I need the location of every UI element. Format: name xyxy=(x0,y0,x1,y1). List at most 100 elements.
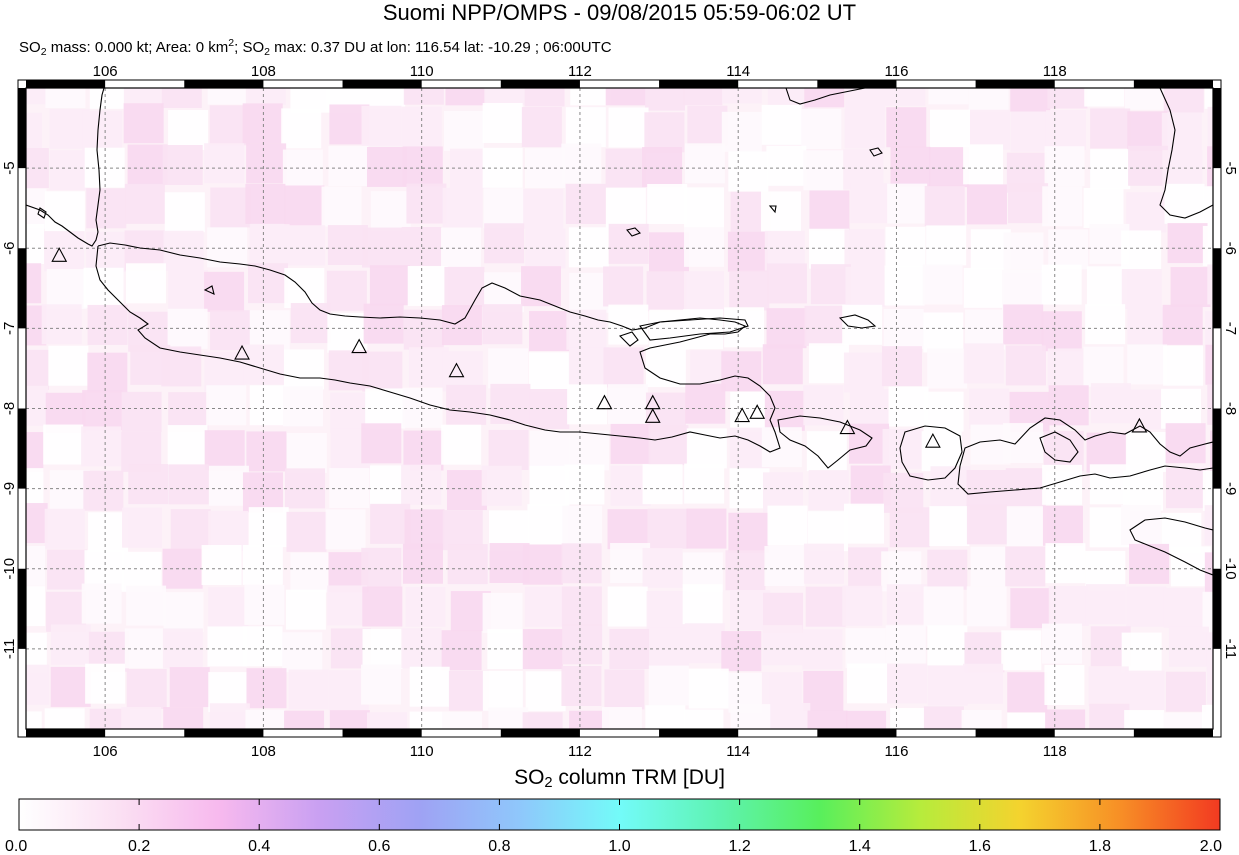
so2-pixel xyxy=(762,625,803,666)
so2-pixel xyxy=(26,305,47,346)
frame-top-bar xyxy=(1133,80,1213,88)
so2-pixel xyxy=(45,88,86,109)
so2-pixel xyxy=(649,309,690,350)
so2-pixel xyxy=(1206,632,1213,673)
so2-pixel xyxy=(730,704,771,729)
so2-pixel xyxy=(721,111,762,152)
so2-pixel xyxy=(448,670,489,711)
so2-pixel xyxy=(401,464,442,505)
so2-pixel xyxy=(26,88,47,105)
so2-pixel xyxy=(44,708,85,729)
so2-pixel xyxy=(963,343,1004,384)
so2-pixel xyxy=(803,543,844,584)
so2-pixel xyxy=(1163,88,1204,113)
so2-pixel xyxy=(529,311,570,352)
so2-pixel xyxy=(1001,630,1042,671)
so2-pixel xyxy=(403,430,444,471)
so2-subscript-2: 2 xyxy=(264,46,270,58)
so2-pixel xyxy=(123,103,164,144)
so2-pixel xyxy=(883,308,924,349)
so2-pixel xyxy=(929,147,970,188)
lon-tick-label-bottom: 116 xyxy=(885,743,909,760)
so2-pixel xyxy=(524,88,565,107)
so2-pixel xyxy=(207,227,248,268)
so2-pixel xyxy=(288,669,329,710)
so2-pixel xyxy=(646,271,687,312)
so2-pixel xyxy=(366,712,407,729)
lat-tick-label-left: -7 xyxy=(1,322,18,335)
so2-pixel xyxy=(321,186,362,227)
so2-pixel xyxy=(1204,505,1213,546)
so2-pixel xyxy=(521,266,562,307)
so2-pixel xyxy=(803,385,844,426)
so2-pixel xyxy=(83,470,124,511)
so2-pixel xyxy=(442,351,483,392)
so2-pixel xyxy=(522,712,563,729)
so2-pixel xyxy=(608,107,649,148)
so2-pixel xyxy=(442,510,483,551)
area-superscript: 2 xyxy=(228,37,235,49)
so2-pixel xyxy=(1006,506,1047,547)
so2-pixel xyxy=(86,231,127,272)
so2-pixel xyxy=(923,706,964,729)
so2-pixel xyxy=(82,390,123,431)
so2-pixel xyxy=(927,549,968,590)
so2-pixel xyxy=(805,586,846,627)
so2-pixel xyxy=(1127,344,1168,385)
so2-pixel xyxy=(1124,88,1165,110)
lon-tick-label-top: 116 xyxy=(885,63,909,80)
so2-pixel xyxy=(128,464,169,505)
so2-pixel xyxy=(684,463,725,504)
so2-pixel xyxy=(1161,112,1202,153)
so2-pixel xyxy=(1048,385,1089,426)
so2-pixel xyxy=(804,88,845,108)
so2-pixel xyxy=(81,426,122,467)
so2-pixel xyxy=(82,110,123,151)
so2-pixel xyxy=(441,227,482,268)
so2-max-text: max: 0.37 DU at lon: 116.54 lat: -10.29 … xyxy=(269,39,612,56)
so2-pixel xyxy=(842,585,883,626)
so2-pixel xyxy=(1126,586,1167,627)
so2-pixel xyxy=(361,105,402,146)
so2-pixel xyxy=(402,146,443,187)
so2-pixel xyxy=(808,343,849,384)
so2-pixel xyxy=(1205,344,1213,385)
colorbar-tick-label: 0.0 xyxy=(5,838,27,855)
so2-pixel xyxy=(441,424,482,465)
so2-pixel xyxy=(883,472,924,513)
colorbar-tick-label: 1.8 xyxy=(1089,838,1111,855)
so2-pixel xyxy=(684,187,725,228)
so2-pixel xyxy=(209,703,250,729)
so2-pixel xyxy=(1202,225,1213,266)
lat-tick-label-left: -9 xyxy=(1,482,18,495)
so2-pixel xyxy=(441,630,482,671)
so2-pixel xyxy=(688,668,729,709)
so2-pixel xyxy=(1003,423,1044,464)
so2-pixel xyxy=(328,350,369,391)
so2-pixel xyxy=(1165,423,1206,464)
so2-pixel xyxy=(966,184,1007,225)
so2-pixel xyxy=(361,547,402,588)
so2-pixel xyxy=(923,312,964,353)
so2-pixel xyxy=(565,107,606,148)
so2-pixel xyxy=(682,584,723,625)
so2-pixel xyxy=(208,465,249,506)
so2-pixel xyxy=(245,183,286,224)
so2-pixel xyxy=(970,546,1011,587)
so2-pixel xyxy=(26,503,48,544)
so2-pixel xyxy=(1042,186,1083,227)
so2-pixel xyxy=(885,625,926,666)
so2-pixel xyxy=(961,709,1002,729)
so2-pixel xyxy=(1163,587,1204,628)
colorbar-tick-label: 0.8 xyxy=(488,838,510,855)
so2-pixel xyxy=(966,586,1007,627)
so2-pixel xyxy=(1210,430,1213,471)
lat-tick-label-left: -11 xyxy=(1,639,18,660)
so2-pixel xyxy=(1002,269,1043,310)
lon-tick-label-bottom: 108 xyxy=(251,743,276,760)
frame-top-bar xyxy=(500,80,580,88)
so2-pixel xyxy=(362,586,403,627)
so2-pixel xyxy=(442,187,483,228)
lat-tick-label-right: -10 xyxy=(1222,558,1239,580)
so2-pixel xyxy=(566,309,607,350)
